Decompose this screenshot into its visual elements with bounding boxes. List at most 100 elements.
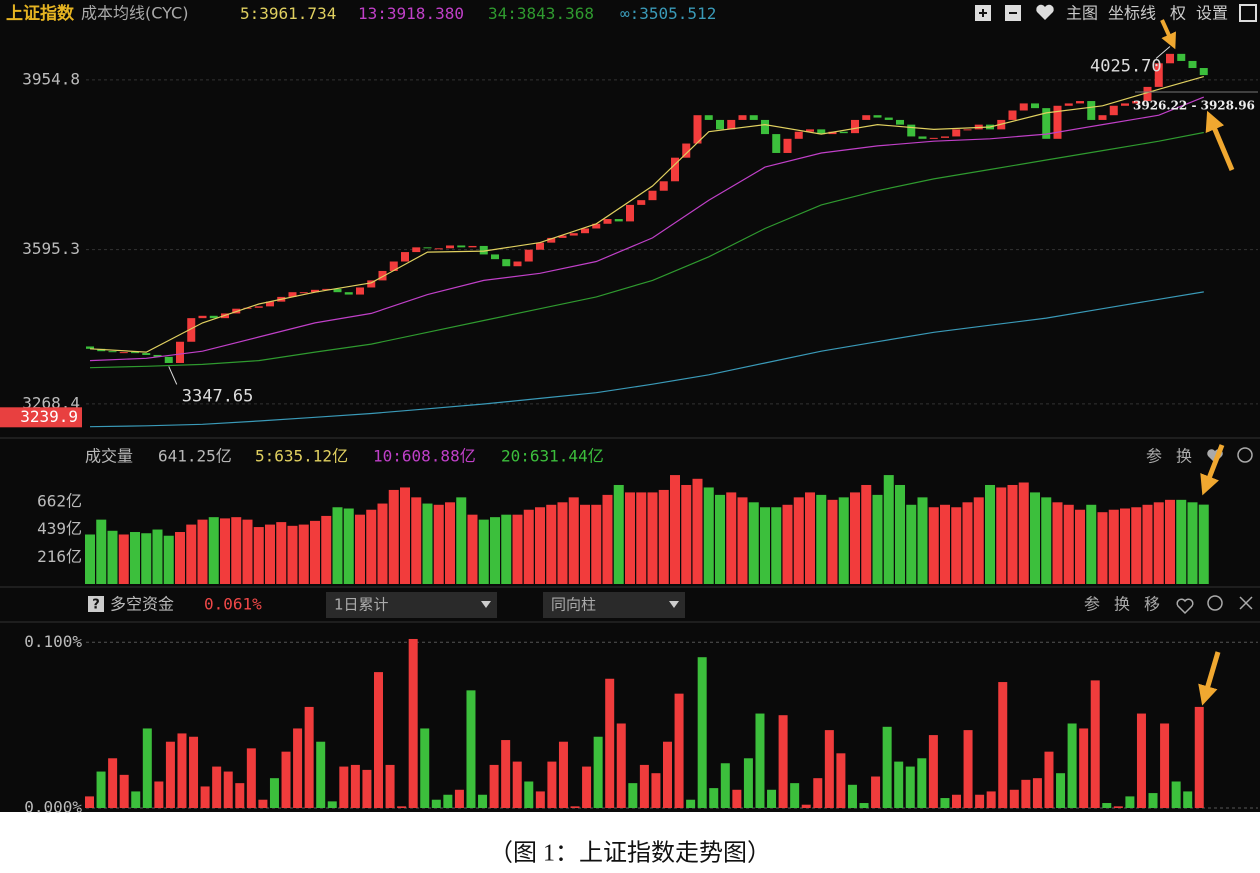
bar — [208, 517, 219, 584]
bar — [801, 804, 811, 808]
toolbar-button[interactable]: 主图 — [1066, 4, 1098, 23]
zoom-icon[interactable] — [1237, 447, 1253, 463]
bar — [397, 806, 407, 808]
candle — [401, 252, 409, 262]
candle — [1121, 103, 1129, 106]
bar — [986, 791, 996, 808]
candle — [1143, 86, 1152, 102]
candle — [491, 254, 499, 260]
candle — [1053, 105, 1062, 139]
legend-value: 3505.512 — [639, 4, 716, 23]
bar — [636, 492, 647, 584]
bar — [350, 764, 360, 808]
bar — [703, 487, 714, 584]
bar — [524, 781, 534, 808]
bar — [1041, 497, 1052, 584]
candle — [941, 136, 949, 138]
candle — [367, 280, 376, 288]
bar — [535, 791, 545, 808]
toolbar-button[interactable]: 权 — [1170, 4, 1186, 23]
bar — [388, 489, 399, 584]
panel-button[interactable]: 换 — [1176, 447, 1192, 466]
bar — [466, 690, 476, 808]
bar — [847, 784, 857, 808]
plus-glyph — [979, 9, 987, 17]
bar — [686, 799, 696, 808]
candle — [873, 115, 882, 118]
toolbar-button[interactable]: 设置 — [1196, 4, 1228, 23]
indicator-name: 成本均线(CYC) — [81, 4, 188, 23]
dropdown[interactable] — [543, 592, 685, 618]
panel-button[interactable]: 参 — [1084, 595, 1100, 614]
bar — [212, 766, 222, 808]
candle — [434, 248, 443, 250]
heart-icon[interactable] — [1036, 4, 1054, 21]
candle — [108, 351, 117, 353]
arrow — [1160, 19, 1176, 50]
bar — [613, 484, 624, 584]
help-icon[interactable] — [88, 596, 104, 612]
index-title: 上证指数 — [6, 3, 75, 24]
bar — [456, 497, 467, 584]
bar — [385, 764, 395, 808]
candle — [839, 131, 848, 134]
help-glyph: ? — [92, 598, 100, 613]
bar — [1097, 512, 1108, 584]
bar — [197, 519, 208, 584]
arrow — [1205, 110, 1235, 171]
candle — [581, 228, 589, 234]
candle — [671, 157, 679, 182]
close-icon[interactable] — [1239, 596, 1253, 610]
toolbar-button[interactable]: 坐标线 — [1108, 4, 1156, 23]
bar — [905, 766, 915, 808]
candle — [446, 245, 454, 249]
bar — [726, 492, 737, 584]
dropdown[interactable] — [326, 592, 497, 618]
bar — [242, 519, 253, 584]
bar — [767, 789, 777, 808]
bar — [681, 484, 692, 584]
bar — [189, 736, 199, 808]
bar — [883, 475, 894, 584]
candle — [682, 143, 691, 158]
candle — [547, 237, 556, 243]
highlight-arrows — [1160, 19, 1235, 706]
bar — [639, 764, 649, 808]
dropdown-label: 1日累计 — [334, 596, 389, 614]
bar — [1131, 507, 1142, 584]
bar — [793, 497, 804, 584]
legend-name: ∞: — [620, 4, 639, 23]
panel-button[interactable]: 参 — [1146, 447, 1162, 466]
bar — [374, 672, 383, 808]
bar — [838, 497, 849, 584]
volume-ma-label: 20:631.44亿 — [501, 447, 604, 466]
panel-button[interactable]: 换 — [1114, 595, 1130, 614]
candle — [1199, 68, 1208, 76]
bar — [310, 520, 320, 584]
bar — [1171, 781, 1181, 808]
candle — [198, 315, 207, 319]
candle — [918, 136, 927, 139]
bar — [142, 728, 152, 808]
bar — [175, 532, 185, 584]
zoom-icon[interactable] — [1207, 595, 1223, 611]
candle — [131, 352, 139, 354]
candle — [1019, 103, 1028, 111]
export-icon[interactable] — [1239, 4, 1257, 22]
bar — [276, 522, 287, 584]
candle — [1064, 103, 1073, 106]
bar — [859, 803, 869, 808]
bar — [580, 504, 590, 584]
bar — [253, 527, 264, 584]
bar — [996, 487, 1007, 584]
bar — [1030, 492, 1040, 584]
bar — [1125, 796, 1135, 808]
bar — [501, 740, 511, 808]
panel-button[interactable]: 移 — [1144, 595, 1160, 614]
bar — [512, 514, 523, 584]
heart-icon[interactable] — [1176, 598, 1194, 615]
bar — [408, 638, 418, 808]
candle — [209, 315, 218, 319]
bar — [709, 788, 719, 808]
bar — [501, 514, 512, 584]
